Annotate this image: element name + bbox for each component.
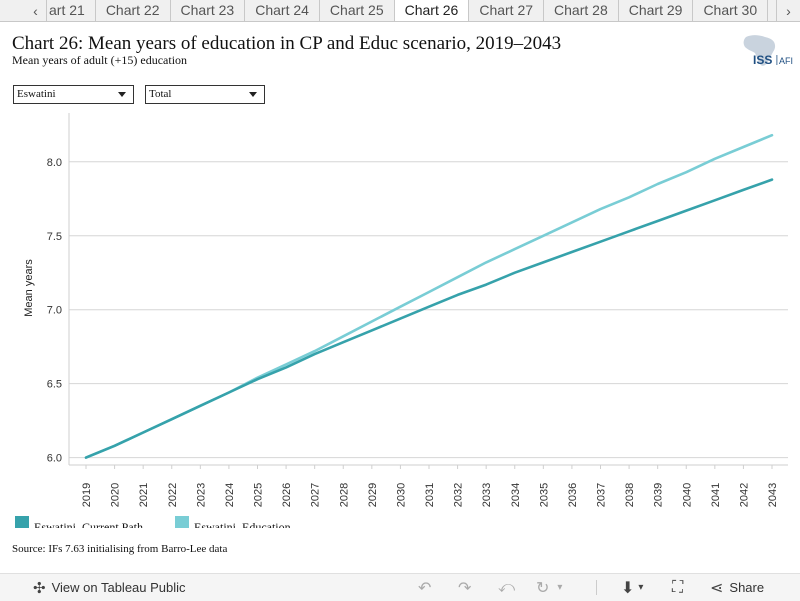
measure-select-value: Total — [149, 88, 172, 100]
y-tick-label: 8.0 — [47, 157, 62, 169]
undo-icon: ↶ — [418, 579, 432, 597]
undo-button[interactable]: ↶ — [418, 574, 431, 601]
x-tick-label: 2041 — [710, 483, 722, 507]
tab-bar: ‹ art 21 Chart 22 Chart 23 Chart 24 Chart 25… — [0, 0, 800, 22]
chart-legend: Eswatini, Current Path Eswatini, Educatio… — [15, 514, 335, 528]
source-note: Source: IFs 7.63 initialising from Barro… — [12, 543, 228, 555]
download-button[interactable]: ⬇ ▾ — [621, 574, 643, 601]
x-tick-label: 2026 — [281, 483, 293, 507]
x-tick-label: 2027 — [310, 483, 322, 507]
x-tick-label: 2032 — [453, 483, 465, 507]
x-tick-label: 2030 — [395, 483, 407, 507]
fullscreen-button[interactable]: ⛶ — [672, 574, 683, 601]
share-label: Share — [729, 580, 765, 595]
chevron-left-icon[interactable]: ‹ — [25, 0, 47, 21]
tab-chart-24[interactable]: Chart 24 — [245, 0, 320, 21]
x-tick-label: 2043 — [767, 483, 779, 507]
fullscreen-icon: ⛶ — [672, 578, 684, 596]
view-on-tableau-link[interactable]: ✣ View on Tableau Public — [33, 574, 186, 601]
x-tick-label: 2033 — [481, 483, 493, 507]
page-subtitle: Mean years of adult (+15) education — [12, 53, 188, 67]
page-title: Chart 26: Mean years of education in CP … — [12, 33, 562, 54]
logo-text: ISS — [753, 53, 772, 67]
tab-chart-29[interactable]: Chart 29 — [618, 0, 694, 21]
revert-icon: ⤺ — [498, 578, 516, 596]
tab-chart-23[interactable]: Chart 23 — [170, 0, 246, 21]
tab-art-21[interactable]: art 21 — [47, 0, 96, 21]
tab-chart-25[interactable]: Chart 25 — [319, 0, 395, 21]
logo-suffix: AFI — [779, 56, 793, 66]
revert-button[interactable]: ⤺ — [498, 574, 515, 601]
x-tick-label: 2031 — [424, 483, 436, 507]
x-tick-label: 2029 — [367, 483, 379, 507]
x-tick-labels: 2019 2020 2021 2022 2023 2024 2025 2026 2027 2028… — [81, 465, 779, 507]
y-tick-label: 7.5 — [47, 231, 62, 243]
y-axis-label: Mean years — [23, 259, 35, 317]
chart-axes — [68, 113, 788, 466]
x-tick-label: 2019 — [81, 483, 93, 507]
x-tick-label: 2020 — [110, 483, 122, 507]
x-tick-label: 2038 — [624, 483, 636, 507]
tableau-logo-icon: ✣ — [33, 579, 46, 597]
africa-map-icon — [743, 35, 776, 66]
x-tick-label: 2025 — [253, 483, 265, 507]
y-tick-label: 7.0 — [47, 305, 62, 317]
caret-down-icon — [249, 92, 257, 97]
x-tick-label: 2028 — [338, 483, 350, 507]
x-tick-label: 2023 — [195, 483, 207, 507]
caret-down-icon: ▾ — [638, 582, 644, 593]
x-tick-label: 2037 — [596, 483, 608, 507]
chart-grid — [69, 161, 788, 459]
caret-down-icon — [118, 92, 126, 97]
tab-chart-27[interactable]: Chart 27 — [469, 0, 545, 21]
refresh-icon: ↻ — [536, 579, 550, 597]
tab-list: art 21 Chart 22 Chart 23 Chart 24 Chart 25 Ch… — [47, 0, 776, 21]
share-button[interactable]: ⋖ Share — [710, 574, 764, 601]
x-tick-label: 2024 — [224, 483, 236, 507]
series-line-education[interactable] — [84, 133, 774, 459]
country-select[interactable]: Eswatini — [13, 85, 134, 104]
tab-chart-30[interactable]: Chart 30 — [693, 0, 769, 21]
legend-swatch — [175, 516, 189, 528]
legend-swatch — [15, 516, 29, 528]
tableau-toolbar: ✣ View on Tableau Public ↶ ↷ ⤺ ↻ ▾ ⬇ ▾ ⛶ ⋖… — [0, 573, 800, 601]
x-tick-label: 2034 — [510, 483, 522, 507]
chevron-right-icon[interactable]: › — [776, 0, 800, 21]
y-tick-label: 6.5 — [47, 379, 62, 391]
legend-label: Eswatini, Current Path — [34, 520, 143, 528]
country-select-value: Eswatini — [17, 88, 56, 100]
x-tick-label: 2035 — [538, 483, 550, 507]
caret-down-icon: ▾ — [557, 582, 563, 593]
series-line-current-path[interactable] — [84, 178, 774, 459]
chart-series — [84, 133, 774, 459]
iss-africa-logo: ISS AFI — [743, 35, 793, 67]
x-tick-label: 2022 — [167, 483, 179, 507]
tab-chart-28[interactable]: Chart 28 — [544, 0, 619, 21]
redo-button[interactable]: ↷ — [458, 574, 471, 601]
x-tick-label: 2040 — [681, 483, 693, 507]
view-on-tableau-label: View on Tableau Public — [51, 580, 186, 595]
share-icon: ⋖ — [710, 579, 724, 597]
tab-chart-22[interactable]: Chart 22 — [95, 0, 171, 21]
redo-icon: ↷ — [458, 579, 472, 597]
y-tick-label: 6.0 — [47, 453, 62, 465]
download-icon: ⬇ — [621, 579, 635, 597]
x-tick-label: 2042 — [738, 483, 750, 507]
logo-divider — [776, 55, 778, 65]
tab-chart-26[interactable]: Chart 26 — [394, 0, 470, 21]
tab-char[interactable]: Char — [768, 0, 776, 21]
x-tick-label: 2021 — [138, 483, 150, 507]
x-tick-label: 2036 — [567, 483, 579, 507]
legend-label: Eswatini, Education — [194, 520, 291, 528]
toolbar-divider — [596, 580, 597, 595]
measure-select[interactable]: Total — [145, 85, 265, 104]
refresh-button[interactable]: ↻ ▾ — [536, 574, 562, 601]
x-tick-label: 2039 — [653, 483, 665, 507]
y-tick-labels: 6.0 6.5 7.0 7.5 8.0 — [47, 157, 62, 465]
